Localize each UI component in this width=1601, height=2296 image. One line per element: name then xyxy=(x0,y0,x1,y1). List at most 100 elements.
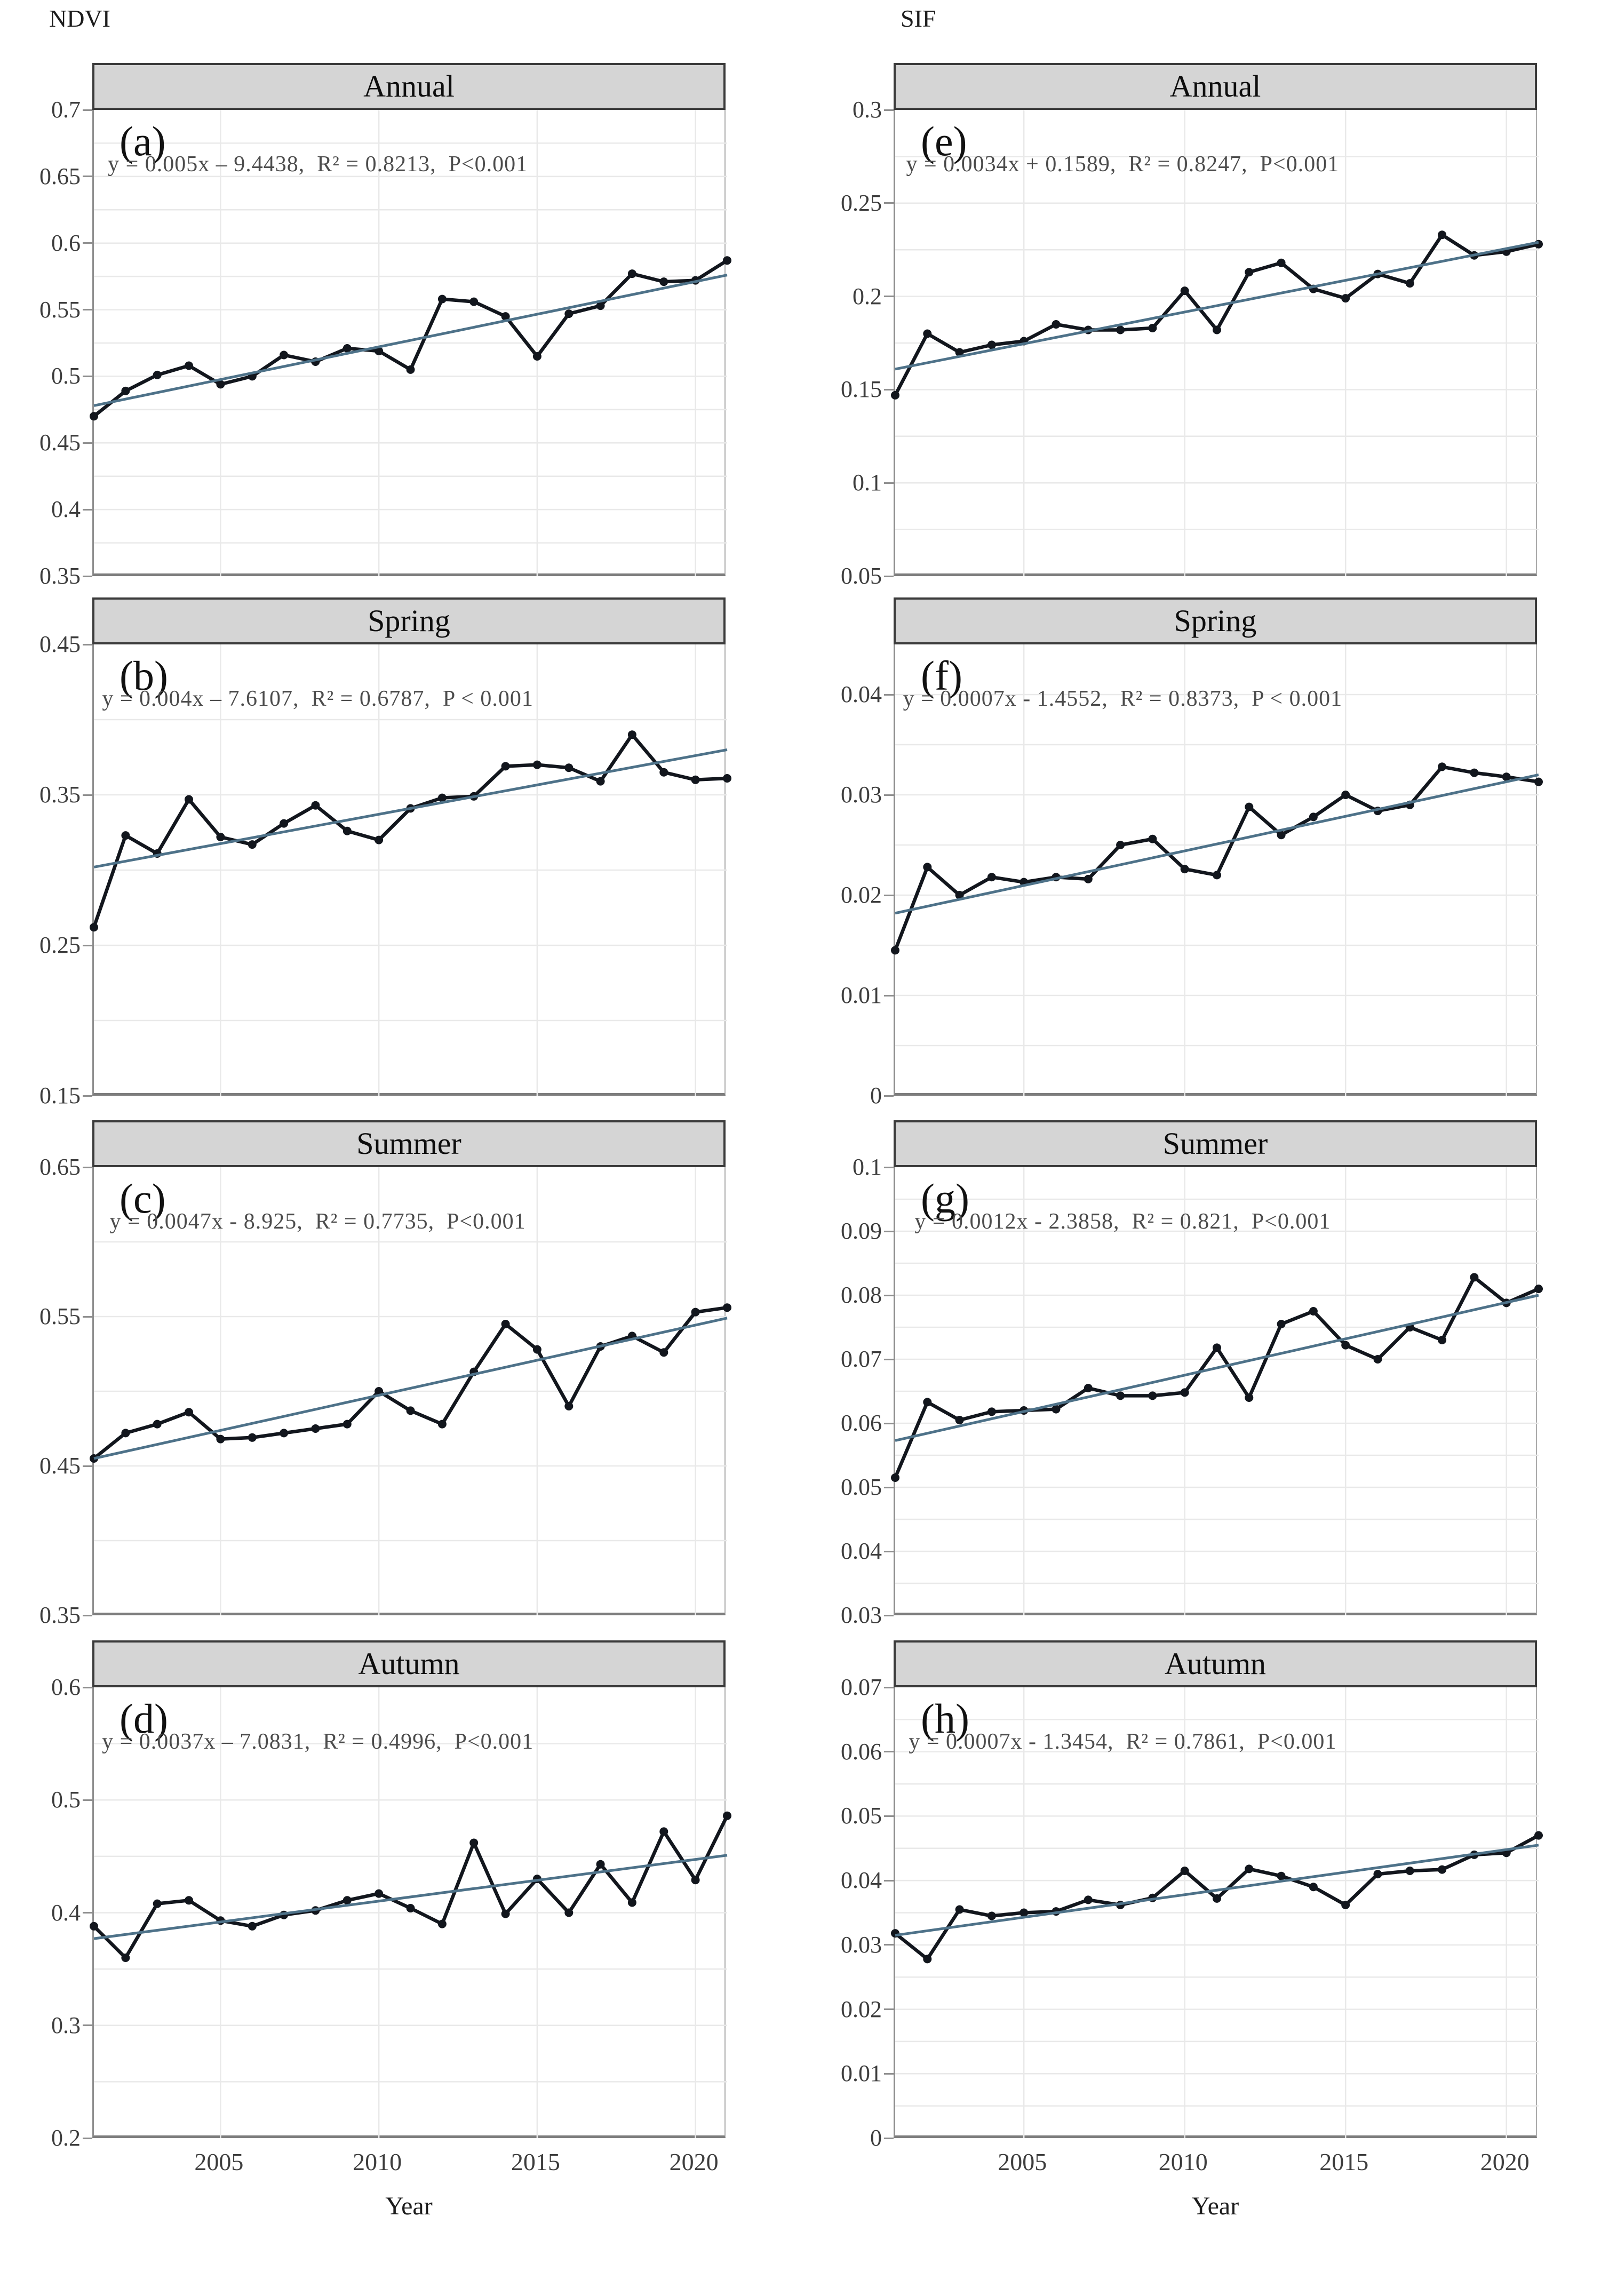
data-point xyxy=(216,833,225,841)
data-point xyxy=(627,269,636,278)
y-tick-label: 0.06 xyxy=(841,1738,882,1765)
y-tick-label: 0.15 xyxy=(39,1082,81,1109)
data-point xyxy=(923,1398,932,1407)
x-axis-title-ndvi: Year xyxy=(385,2192,433,2220)
data-point xyxy=(955,1905,964,1914)
y-tick-label: 0.07 xyxy=(841,1346,882,1372)
y-tick-mark xyxy=(83,1614,92,1616)
data-point xyxy=(564,1908,574,1917)
y-tick-mark xyxy=(884,202,894,204)
data-series-line xyxy=(92,732,729,929)
data-point xyxy=(1277,831,1286,840)
data-point-markers xyxy=(90,256,731,421)
y-tick-mark xyxy=(83,309,92,311)
data-point xyxy=(375,1889,384,1898)
data-point xyxy=(1213,871,1221,880)
y-tick-label: 0 xyxy=(870,1082,882,1109)
data-point xyxy=(437,1919,447,1928)
data-point xyxy=(342,1420,352,1429)
y-tick-label: 0 xyxy=(870,2125,882,2151)
trend-line xyxy=(93,748,728,868)
data-point-markers xyxy=(891,1831,1543,1964)
data-point xyxy=(659,1827,668,1836)
data-point xyxy=(216,1434,225,1444)
data-point xyxy=(1213,1894,1221,1903)
data-point xyxy=(564,309,574,318)
y-tick-mark xyxy=(884,1230,894,1232)
y-tick-mark xyxy=(83,1465,92,1467)
data-point xyxy=(1534,1285,1543,1293)
data-point xyxy=(185,1896,193,1905)
y-tick-mark xyxy=(83,1912,92,1914)
y-tick-mark xyxy=(83,1166,92,1168)
data-point xyxy=(1534,777,1543,786)
data-point xyxy=(1405,1867,1414,1875)
gridlines xyxy=(895,1687,1539,2138)
data-point-markers xyxy=(891,230,1543,400)
panel-title: Annual xyxy=(92,63,726,110)
data-point xyxy=(1052,1405,1061,1414)
data-point xyxy=(723,1811,731,1820)
y-tick-label: 0.7 xyxy=(51,97,81,123)
data-point-markers xyxy=(891,1273,1543,1482)
y-tick-mark xyxy=(884,1422,894,1424)
data-series-line xyxy=(92,1305,729,1461)
data-point xyxy=(923,1955,932,1964)
data-point xyxy=(627,730,636,739)
y-tick-label: 0.5 xyxy=(51,363,81,389)
chart-canvas-c xyxy=(90,1167,731,1615)
data-point xyxy=(311,1424,320,1433)
regression-equation: y = 0.0007x - 1.4552, R² = 0.8373, P < 0… xyxy=(903,687,1343,711)
trend-line xyxy=(895,773,1539,915)
y-tick-label: 0.4 xyxy=(51,1899,81,1926)
y-tick-label: 0.09 xyxy=(841,1218,882,1244)
data-point xyxy=(1052,320,1061,329)
y-tick-label: 0.25 xyxy=(39,932,81,958)
panel-title: Spring xyxy=(92,597,726,644)
y-tick-mark xyxy=(83,575,92,577)
plot-area: (h) y = 0.0007x - 1.3454, R² = 0.7861, P… xyxy=(891,1687,1543,2138)
y-tick-label: 0.2 xyxy=(51,2125,81,2151)
y-tick-mark xyxy=(884,1550,894,1552)
data-point xyxy=(1277,1871,1286,1880)
data-point xyxy=(121,386,130,395)
data-point xyxy=(1405,279,1414,288)
data-point xyxy=(659,277,668,286)
regression-equation: y = 0.0034x + 0.1589, R² = 0.8247, P<0.0… xyxy=(906,152,1340,177)
data-point xyxy=(891,1929,899,1938)
y-tick-mark xyxy=(83,944,92,946)
data-point xyxy=(723,774,731,783)
y-tick-label: 0.45 xyxy=(39,429,81,456)
x-tick-label: 2020 xyxy=(669,2148,719,2175)
y-tick-mark xyxy=(884,1095,894,1097)
data-point xyxy=(955,1416,964,1424)
data-point xyxy=(1534,1831,1543,1840)
trend-line xyxy=(93,1854,728,1940)
y-tick-label: 0.05 xyxy=(841,563,882,589)
x-tick-label: 2005 xyxy=(194,2148,244,2175)
y-tick-label: 0.04 xyxy=(841,681,882,707)
data-point xyxy=(627,1898,636,1907)
y-tick-label: 0.05 xyxy=(841,1474,882,1500)
data-point xyxy=(1148,1391,1157,1400)
data-point xyxy=(375,835,384,844)
y-tick-mark xyxy=(83,242,92,244)
panel-letter: (f) xyxy=(921,652,962,699)
y-tick-label: 0.55 xyxy=(39,296,81,323)
y-tick-label: 0.06 xyxy=(841,1410,882,1436)
y-tick-label: 0.3 xyxy=(853,97,882,123)
data-point xyxy=(248,1922,257,1931)
data-point xyxy=(923,329,932,338)
y-tick-label: 0.35 xyxy=(39,563,81,589)
y-tick-mark xyxy=(884,1358,894,1360)
data-point xyxy=(1084,1895,1093,1904)
panel-spring-sif: Spring (f) y = 0.0007x - 1.4552, R² = 0.… xyxy=(841,597,1543,1109)
data-point xyxy=(1180,286,1189,296)
plot-area: (f) y = 0.0007x - 1.4552, R² = 0.8373, P… xyxy=(891,644,1543,1096)
panel-autumn-sif: Autumn (h) y = 0.0007x - 1.3454, R² = 0.… xyxy=(841,1640,1543,2175)
y-tick-mark xyxy=(884,1686,894,1688)
y-tick-label: 0.6 xyxy=(51,229,81,256)
y-tick-mark xyxy=(884,2008,894,2011)
y-tick-mark xyxy=(83,1799,92,1801)
plot-area: (b) y = 0.004x – 7.6107, R² = 0.6787, P … xyxy=(90,644,731,1096)
